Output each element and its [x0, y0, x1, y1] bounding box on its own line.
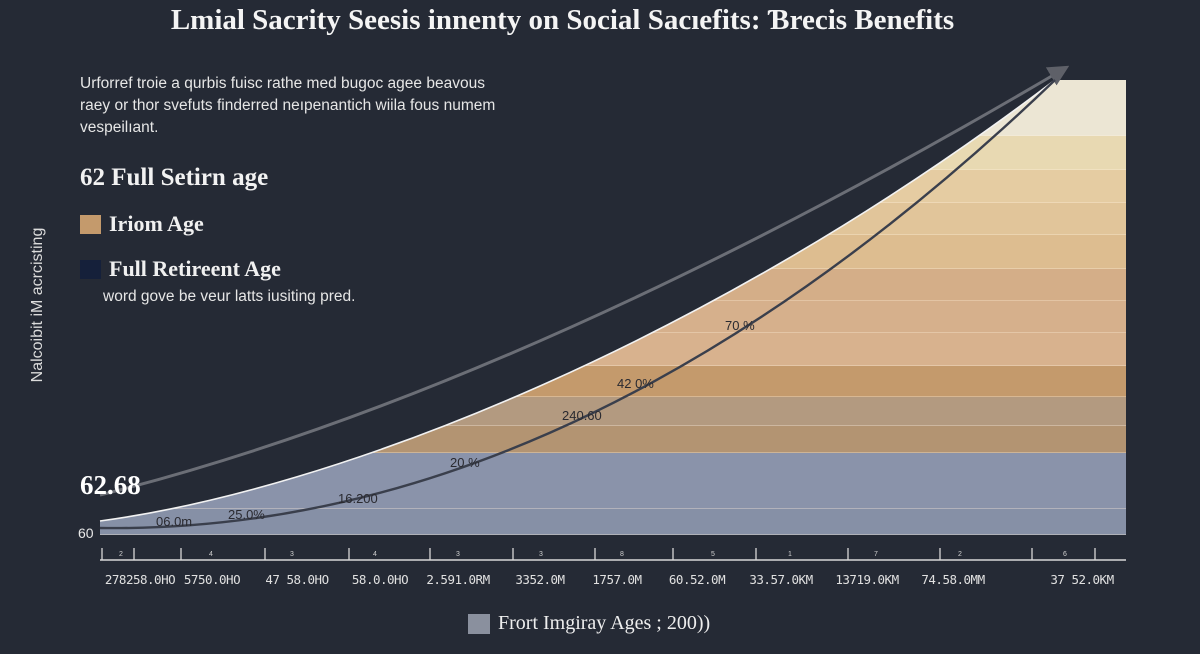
- area-band: [100, 170, 1126, 203]
- area-edge-curve: [99, 79, 1056, 522]
- x-tick-label: 2.591.0RM: [426, 572, 490, 587]
- data-label: 70 %: [725, 318, 755, 333]
- x-tick-label: 13719.0KM: [835, 572, 899, 587]
- area-band: [100, 80, 1126, 136]
- legend-swatch-full-retirement: [80, 259, 101, 279]
- legend-swatch-income: [80, 214, 101, 234]
- x-tick-label: 33.57.0KM: [749, 572, 813, 587]
- data-label: 25.0%: [228, 507, 265, 522]
- x-minor-label: 4: [373, 551, 377, 558]
- area-band: [100, 509, 1126, 535]
- legend-label: Full Retireent Age: [109, 256, 281, 281]
- legend-heading: 62 Full Setirn age: [80, 164, 269, 191]
- area-band: [100, 235, 1126, 269]
- bottom-legend-swatch: [468, 613, 490, 634]
- x-tick-label: 74.58.0MM: [921, 572, 985, 587]
- x-axis-ticks: [101, 548, 1096, 560]
- x-tick-label: 1757.0M: [592, 572, 642, 587]
- x-minor-label: 6: [1063, 551, 1067, 558]
- legend-label: Iriom Age: [109, 211, 204, 236]
- description-text: Urforref troie a qurbis fuisc rathe med …: [80, 75, 496, 136]
- data-label: 16.200: [338, 491, 378, 506]
- x-tick-label: 60.52.0M: [668, 572, 726, 587]
- x-tick-label: 3352.0M: [515, 572, 565, 587]
- x-minor-label: 2: [119, 551, 123, 558]
- area-band: [100, 453, 1126, 509]
- x-tick-label: 37 52.0KM: [1050, 572, 1114, 587]
- area-band: [100, 333, 1126, 366]
- lower-trend-arrow: [99, 79, 1056, 530]
- x-minor-label: 3: [290, 551, 294, 558]
- x-minor-label: 1: [788, 551, 792, 558]
- area-band: [100, 203, 1126, 235]
- x-minor-label: 4: [209, 551, 213, 558]
- data-label: 42 0%: [617, 376, 654, 391]
- y-tick-label-highlight: 62.68: [80, 470, 141, 500]
- area-band: [100, 397, 1126, 426]
- data-label: 20 %: [450, 455, 480, 470]
- chart-title: Lmial Sacrity Seesis innenty on Social S…: [170, 4, 955, 36]
- x-minor-label: 2: [958, 551, 962, 558]
- legend-item-income-age: Iriom Age: [80, 211, 204, 237]
- bottom-legend-label: Frort Imgiray Ages ; 200)): [498, 612, 711, 634]
- y-tick-label: 60: [78, 525, 94, 541]
- legend-item-full-retirement-age: Full Retireent Age: [80, 256, 281, 282]
- x-minor-label: 5: [711, 551, 715, 558]
- x-minor-label: 3: [539, 551, 543, 558]
- data-label: 06.0m: [156, 514, 193, 529]
- x-minor-label: 8: [620, 551, 624, 558]
- x-tick-label: 58.0.0HO: [351, 572, 409, 587]
- x-tick-label: 47 58.0HO: [265, 572, 329, 587]
- area-band: [100, 426, 1126, 453]
- area-band: [100, 366, 1126, 397]
- upper-trend-arrow: [99, 65, 1070, 497]
- bottom-legend: Frort Imgiray Ages ; 200)): [468, 612, 710, 635]
- x-tick-label: 278258.0HO: [104, 572, 176, 587]
- data-label: 240.60: [562, 408, 602, 423]
- area-band: [100, 269, 1126, 301]
- x-minor-label: 7: [874, 551, 878, 558]
- legend-note: word gove be veur latts iusiting pred.: [103, 288, 356, 305]
- x-minor-label: 3: [456, 551, 460, 558]
- x-tick-label: 5750.0HO: [183, 572, 241, 587]
- area-band: [100, 301, 1126, 333]
